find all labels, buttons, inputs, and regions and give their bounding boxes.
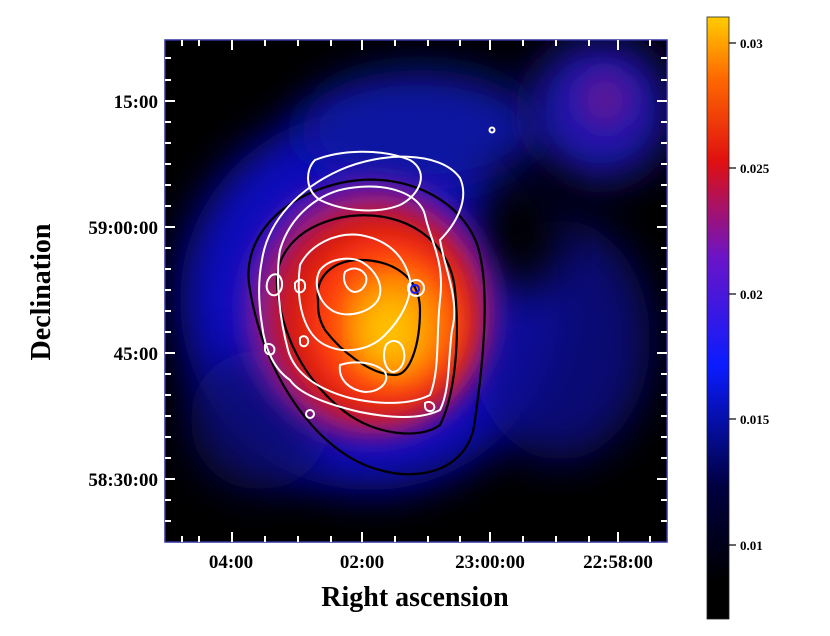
white-contour-11 bbox=[299, 335, 310, 348]
white-contours bbox=[258, 126, 496, 419]
blue-marker bbox=[410, 284, 420, 294]
colorbar-tick-label: 0.02 bbox=[740, 287, 763, 302]
y-axis-title: Declination bbox=[26, 223, 57, 360]
white-contour-point-source bbox=[407, 279, 425, 297]
white-contour-5 bbox=[315, 257, 382, 316]
colorbar-tick-label: 0.01 bbox=[740, 538, 763, 553]
intensity-map bbox=[165, 40, 667, 542]
white-contour-9 bbox=[265, 273, 284, 297]
white-contour-3 bbox=[307, 150, 422, 212]
x-tick-label: 04:00 bbox=[209, 552, 253, 573]
colorbar-tick-label: 0.03 bbox=[740, 36, 763, 51]
black-contour-middle bbox=[275, 214, 458, 435]
white-contour-small-2 bbox=[488, 126, 496, 134]
white-contour-7 bbox=[383, 339, 406, 374]
white-contour-6 bbox=[343, 267, 368, 294]
colorbar-tick-label: 0.015 bbox=[740, 412, 770, 427]
x-tick-label: 22:58:00 bbox=[583, 552, 653, 573]
y-tick-label: 15:00 bbox=[114, 92, 158, 113]
white-contour-2 bbox=[276, 185, 442, 404]
colorbar-gradient bbox=[706, 16, 730, 620]
tick-marks bbox=[165, 40, 667, 542]
white-contour-4 bbox=[297, 233, 412, 352]
y-tick-label: 58:30:00 bbox=[88, 470, 158, 491]
white-contour-13 bbox=[424, 400, 436, 413]
colorbar-tick-label: 0.025 bbox=[740, 161, 770, 176]
white-contour-10 bbox=[294, 278, 307, 294]
x-tick-label: 23:00:00 bbox=[455, 552, 525, 573]
x-tick-label: 02:00 bbox=[340, 552, 384, 573]
x-axis-title: Right ascension bbox=[321, 582, 509, 613]
white-contour-1 bbox=[258, 155, 465, 418]
y-tick-label: 45:00 bbox=[114, 344, 158, 365]
colorbar: 0.03 0.025 0.02 0.015 0.01 bbox=[706, 16, 770, 620]
black-contour-outer bbox=[247, 178, 486, 476]
white-contour-12 bbox=[264, 342, 276, 356]
y-tick-label: 59:00:00 bbox=[88, 218, 158, 239]
white-contour-8 bbox=[338, 361, 388, 394]
white-contour-small-1 bbox=[305, 409, 315, 419]
